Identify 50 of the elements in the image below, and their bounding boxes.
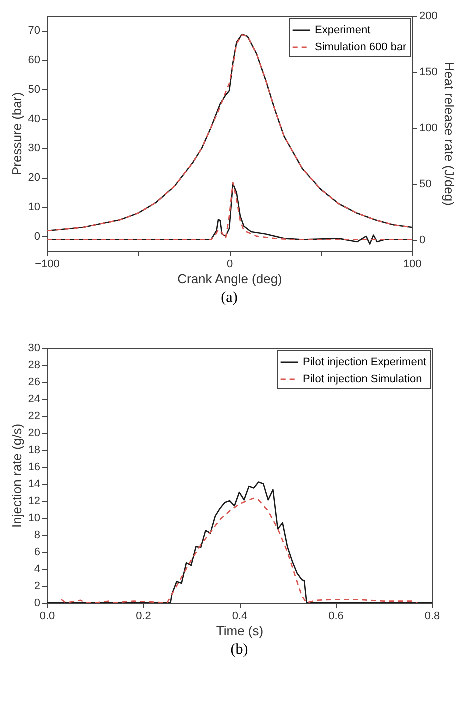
y2-tick-label: 150 [420, 66, 438, 78]
y2-tick-label: 0 [420, 234, 426, 246]
x-tick-label: 0.2 [136, 610, 152, 622]
y-tick-label: 50 [28, 84, 40, 96]
y2-tick-label: 50 [420, 178, 432, 190]
y-tick-label: 8 [34, 530, 40, 542]
y-axis-title: Pressure (bar) [9, 92, 24, 176]
line-series [47, 482, 432, 603]
y-tick-label: 28 [28, 360, 40, 372]
x-tick-label: 0.8 [424, 610, 440, 622]
legend-label: Pilot injection Experiment [303, 356, 427, 368]
y-tick-label: 60 [28, 54, 40, 67]
text: (a) [221, 290, 238, 306]
x-axis-title: Time (s) [216, 624, 264, 638]
x-tick-label: 0.4 [232, 610, 248, 622]
y-tick-label: 16 [28, 462, 40, 474]
y-tick-label: 22 [28, 410, 40, 422]
y-tick-label: 26 [28, 376, 40, 388]
y-tick-label: 2 [34, 580, 40, 592]
y-axis-title: Injection rate (g/s) [9, 424, 24, 528]
legend-label: Simulation 600 bar [315, 42, 408, 54]
legend-label: Pilot injection Simulation [303, 374, 422, 386]
y-tick-label: 24 [28, 394, 40, 406]
y-tick-label: 18 [28, 444, 40, 456]
y-tick-label: 0 [34, 230, 40, 243]
text: (b) [230, 642, 248, 658]
y2-tick-label: 200 [420, 10, 438, 22]
y-tick-label: 30 [28, 342, 40, 354]
y-tick-label: 4 [34, 564, 40, 576]
y-tick-label: 14 [28, 478, 40, 490]
x-tick-label: 0.6 [328, 610, 344, 622]
y-tick-label: 0 [34, 598, 40, 610]
y2-axis-title: Heat release rate (J/deg) [442, 62, 457, 206]
y-tick-label: 30 [28, 142, 40, 155]
y-tick-label: 6 [34, 546, 40, 558]
x-tick-label: 0 [226, 258, 234, 270]
x-axis-title: Crank Angle (deg) [178, 272, 282, 286]
y-tick-label: 20 [28, 428, 40, 440]
y-tick-label: 10 [28, 512, 40, 524]
y-tick-label: 70 [28, 25, 40, 38]
y2-tick-label: 100 [420, 122, 438, 134]
legend-label: Experiment [315, 24, 371, 36]
y-tick-label: 40 [28, 113, 40, 126]
x-tick-label: 0.0 [40, 610, 56, 622]
x-tick-label: 100 [403, 258, 422, 270]
y-tick-label: 10 [28, 201, 40, 214]
y-tick-label: 12 [28, 496, 40, 508]
y-tick-label: 20 [28, 172, 40, 184]
x-tick-label: −100 [35, 258, 60, 270]
line-series [60, 498, 418, 603]
